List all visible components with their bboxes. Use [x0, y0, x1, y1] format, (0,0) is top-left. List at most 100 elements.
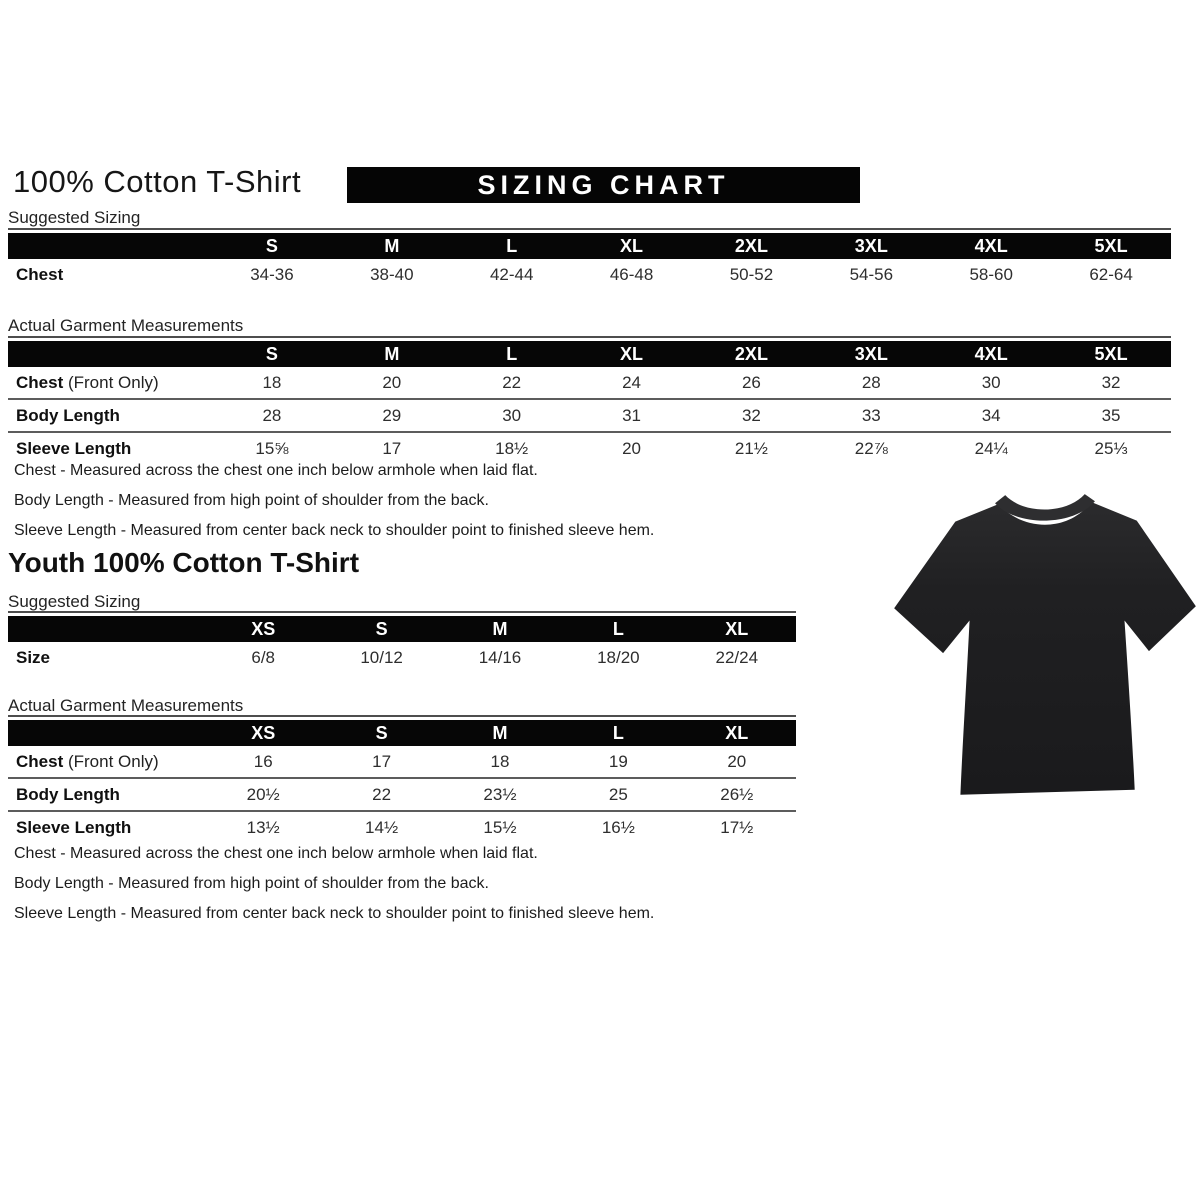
table-cell: 34-36 [250, 264, 294, 284]
adult-actual-table: S M L XL 2XL 3XL 4XL 5XL Chest (Front Only) 18 2… [8, 341, 1171, 464]
adult-chest-row: Chest (Front Only) 18 20 22 24 26 28 30 32 [8, 367, 1171, 399]
size-column-header: L [559, 720, 678, 746]
row-label: Size [16, 647, 51, 667]
size-column-header: 3XL [811, 233, 932, 259]
table-cell: 50-52 [729, 264, 774, 284]
size-column-header: XL [571, 341, 692, 367]
table-cell: 17 [331, 431, 452, 464]
size-column-header: L [451, 233, 572, 259]
row-label-note: (Front Only) [63, 372, 159, 392]
size-column-header: XL [677, 616, 796, 642]
row-label: Chest [16, 264, 64, 284]
size-column-header: XS [204, 720, 323, 746]
youth-actual-heading: Actual Garment Measurements [8, 696, 244, 715]
row-label-bold: Chest [16, 372, 64, 392]
youth-suggested-header-row: XS S M L XL [8, 616, 796, 642]
row-label: Body Length [8, 398, 212, 432]
size-column-header: 2XL [691, 233, 812, 259]
table-cell: 31 [571, 398, 692, 432]
youth-suggested-heading: Suggested Sizing [8, 592, 141, 611]
size-column-header: 2XL [691, 341, 812, 367]
size-column-header: 5XL [1051, 341, 1171, 367]
table-cell: 18 [262, 372, 282, 392]
note-chest: Chest - Measured across the chest one in… [14, 462, 538, 479]
table-cell: 16 [253, 751, 273, 771]
tshirt-body [894, 502, 1196, 795]
table-cell: 16½ [559, 810, 678, 843]
adult-actual-heading: Actual Garment Measurements [8, 316, 244, 335]
table-cell: 17½ [677, 810, 796, 843]
table-cell: 20 [571, 431, 692, 464]
table-cell: 17 [372, 751, 392, 771]
size-column-header: 4XL [931, 341, 1052, 367]
youth-title: Youth 100% Cotton T-Shirt [8, 547, 360, 578]
size-column-header: 4XL [931, 233, 1052, 259]
size-column-header: M [440, 720, 560, 746]
row-label-bold: Sleeve Length [16, 817, 132, 837]
size-column-header: M [331, 341, 452, 367]
size-column-header: XL [571, 233, 692, 259]
row-label: Body Length [8, 777, 204, 811]
table-cell: 13½ [204, 810, 323, 843]
adult-suggested-header-row: S M L XL 2XL 3XL 4XL 5XL [8, 233, 1171, 259]
header-spacer [8, 720, 204, 746]
tshirt-graphic [894, 494, 1196, 795]
size-column-header: S [322, 616, 441, 642]
note-body-length: Body Length - Measured from high point o… [14, 875, 489, 892]
youth-chest-row: Chest (Front Only) 16 17 18 19 20 [8, 746, 796, 778]
size-column-header: M [440, 616, 560, 642]
table-cell: 35 [1051, 398, 1171, 432]
table-cell: 18/20 [597, 647, 640, 667]
size-column-header: XL [677, 720, 796, 746]
youth-actual-header-row: XS S M L XL [8, 720, 796, 746]
table-cell: 20 [727, 751, 747, 771]
tshirt-collar [995, 494, 1095, 521]
table-cell: 25⅓ [1051, 431, 1171, 464]
table-cell: 6/8 [251, 647, 276, 667]
row-label-bold: Chest [16, 751, 64, 771]
youth-notes: Chest - Measured across the chest one in… [14, 839, 654, 929]
row-label-note: (Front Only) [63, 751, 159, 771]
table-cell: 29 [331, 398, 452, 432]
size-column-header: L [559, 616, 678, 642]
row-label-bold: Body Length [16, 405, 120, 425]
row-label: Chest (Front Only) [8, 367, 212, 399]
size-column-header: 3XL [811, 341, 932, 367]
header-spacer [8, 233, 212, 259]
adult-suggested-table-wrap: S M L XL 2XL 3XL 4XL 5XL Chest 34-36 38-40 42-44 4… [8, 228, 1171, 290]
adult-chest-range-row: Chest 34-36 38-40 42-44 46-48 50-52 54-56 58-6… [8, 259, 1171, 290]
table-cell: 24¼ [931, 431, 1052, 464]
table-cell: 22 [322, 777, 441, 811]
note-sleeve-length: Sleeve Length - Measured from center bac… [14, 522, 655, 539]
youth-suggested-table-wrap: XS S M L XL Size 6/8 10/12 14/16 18/20 22/24 [8, 611, 796, 673]
header-spacer [8, 616, 204, 642]
size-column-header: 5XL [1051, 233, 1171, 259]
table-cell: 14/16 [478, 647, 522, 667]
header-spacer [8, 341, 212, 367]
table-cell: 20½ [204, 777, 323, 811]
row-label: Sleeve Length [8, 431, 212, 464]
row-label: Sleeve Length [8, 810, 204, 843]
table-cell: 62-64 [1089, 264, 1133, 284]
sizing-chart-banner-text: SIZING CHART [477, 169, 730, 200]
size-column-header: S [212, 233, 332, 259]
table-cell: 23½ [440, 777, 560, 811]
adult-actual-header-row: S M L XL 2XL 3XL 4XL 5XL [8, 341, 1171, 367]
adult-suggested-table: S M L XL 2XL 3XL 4XL 5XL Chest 34-36 38-40 42-44 4… [8, 233, 1171, 290]
youth-sleeve-length-row: Sleeve Length 13½ 14½ 15½ 16½ 17½ [8, 810, 796, 843]
adult-body-length-row: Body Length 28 29 30 31 32 33 34 35 [8, 398, 1171, 432]
note-body-length: Body Length - Measured from high point o… [14, 492, 489, 509]
row-label-bold: Body Length [16, 784, 120, 804]
table-cell: 32 [1101, 372, 1121, 392]
table-cell: 22/24 [715, 647, 759, 667]
row-label: Chest (Front Only) [8, 746, 204, 778]
table-cell: 58-60 [969, 264, 1013, 284]
table-cell: 32 [691, 398, 812, 432]
row-label-bold: Sleeve Length [16, 438, 132, 458]
table-cell: 21½ [691, 431, 812, 464]
youth-size-row: Size 6/8 10/12 14/16 18/20 22/24 [8, 642, 796, 673]
note-chest: Chest - Measured across the chest one in… [14, 845, 538, 862]
adult-sleeve-length-row: Sleeve Length 15⅝ 17 18½ 20 21½ 22⅞ 24¼ 25⅓ [8, 431, 1171, 464]
size-column-header: L [451, 341, 572, 367]
table-cell: 18 [490, 751, 510, 771]
